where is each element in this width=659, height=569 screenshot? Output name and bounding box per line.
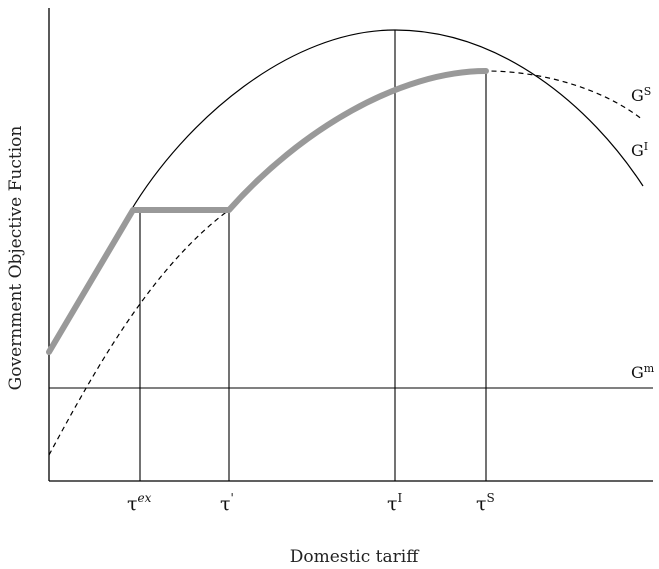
tick-tau-s: τS xyxy=(476,491,495,515)
gi-label: GI xyxy=(631,140,648,160)
tick-tau-ex: τex xyxy=(127,491,152,515)
x-axis-title: Domestic tariff xyxy=(290,547,420,567)
gs-curve xyxy=(48,70,644,456)
gi-curve xyxy=(129,29,644,213)
tick-tau-i: τI xyxy=(387,491,403,515)
tick-tau-prime: τ' xyxy=(220,491,234,515)
optimal-envelope xyxy=(46,68,489,355)
gm-label: Gm xyxy=(631,362,655,382)
y-axis-title: Government Objective Fuction xyxy=(6,126,26,391)
gs-label: GS xyxy=(631,85,651,105)
